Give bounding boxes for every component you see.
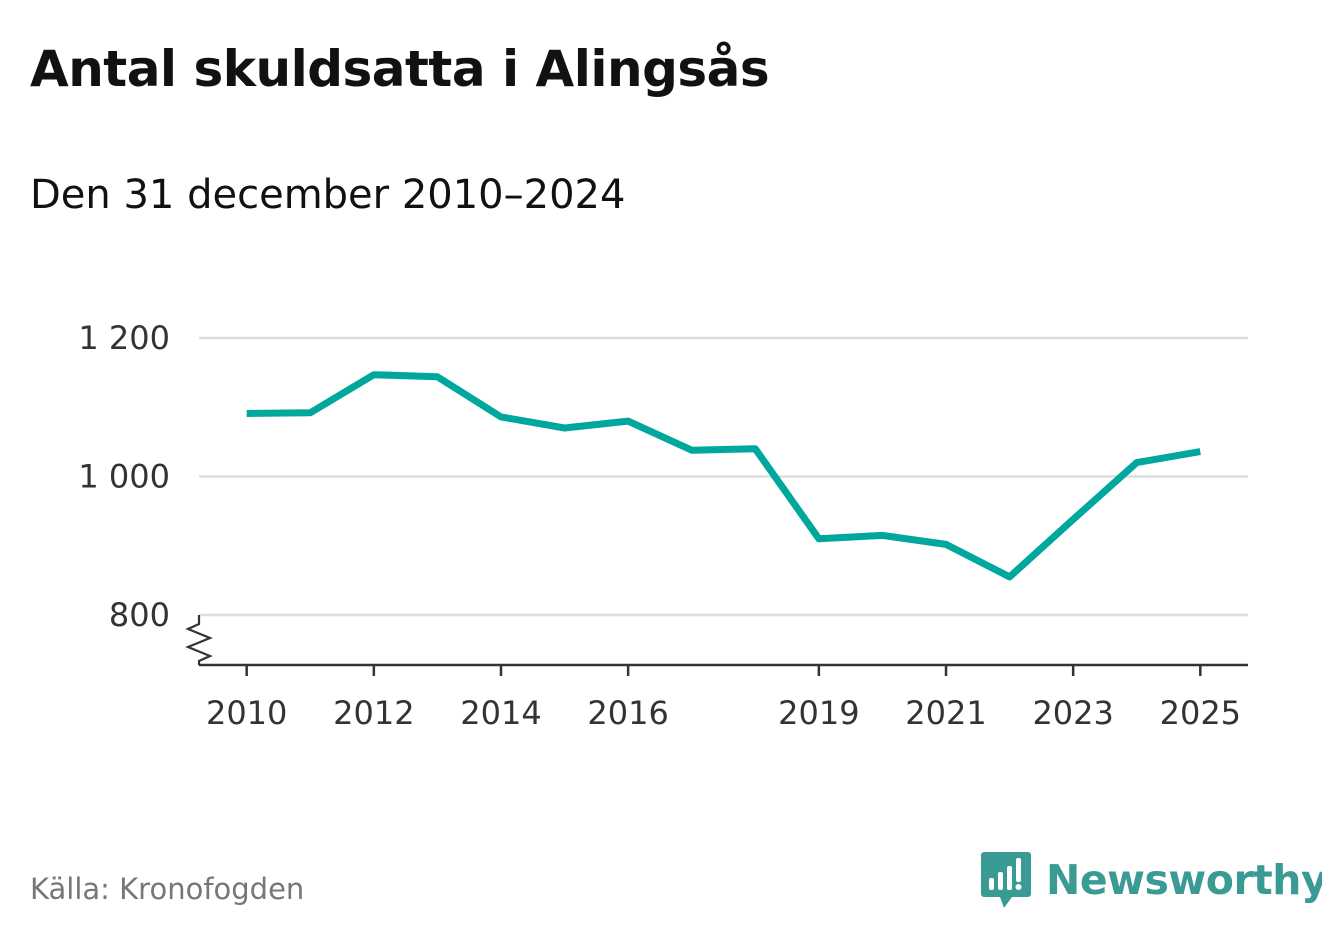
x-tick-label-2014: 2014	[460, 694, 541, 732]
y-tick-label-1200: 1 200	[78, 319, 170, 357]
x-tick-label-2025: 2025	[1160, 694, 1241, 732]
brand-name: Newsworthy	[1046, 856, 1322, 904]
y-axis-break-marker	[185, 615, 213, 665]
y-tick-label-800: 800	[109, 596, 170, 634]
tick-labels: 800 1 000 1 200 2010 2012 2014 2016 2019 2021 202…	[78, 319, 1241, 732]
newsworthy-logo: Newsworthy	[980, 850, 1322, 910]
x-tick-label-2010: 2010	[206, 694, 287, 732]
source-note: Källa: Kronofogden	[30, 872, 305, 906]
x-tick-label-2021: 2021	[905, 694, 986, 732]
chart-title: Antal skuldsatta i Alingsås	[30, 40, 770, 98]
chart-subtitle: Den 31 december 2010–2024	[30, 172, 626, 218]
series-layer	[246, 371, 1201, 581]
x-tick-label-2019: 2019	[778, 694, 859, 732]
newsworthy-logo-icon	[981, 852, 1031, 908]
x-tick-label-2012: 2012	[333, 694, 414, 732]
y-tick-label-1000: 1 000	[78, 458, 170, 496]
x-tick-label-2016: 2016	[587, 694, 668, 732]
x-tick-label-2023: 2023	[1032, 694, 1113, 732]
series-line-0	[246, 371, 1201, 581]
axes	[185, 615, 1248, 676]
line-chart: 800 1 000 1 200 2010 2012 2014 2016 2019 2021 202…	[78, 319, 1248, 732]
grid-lines	[199, 336, 1248, 617]
